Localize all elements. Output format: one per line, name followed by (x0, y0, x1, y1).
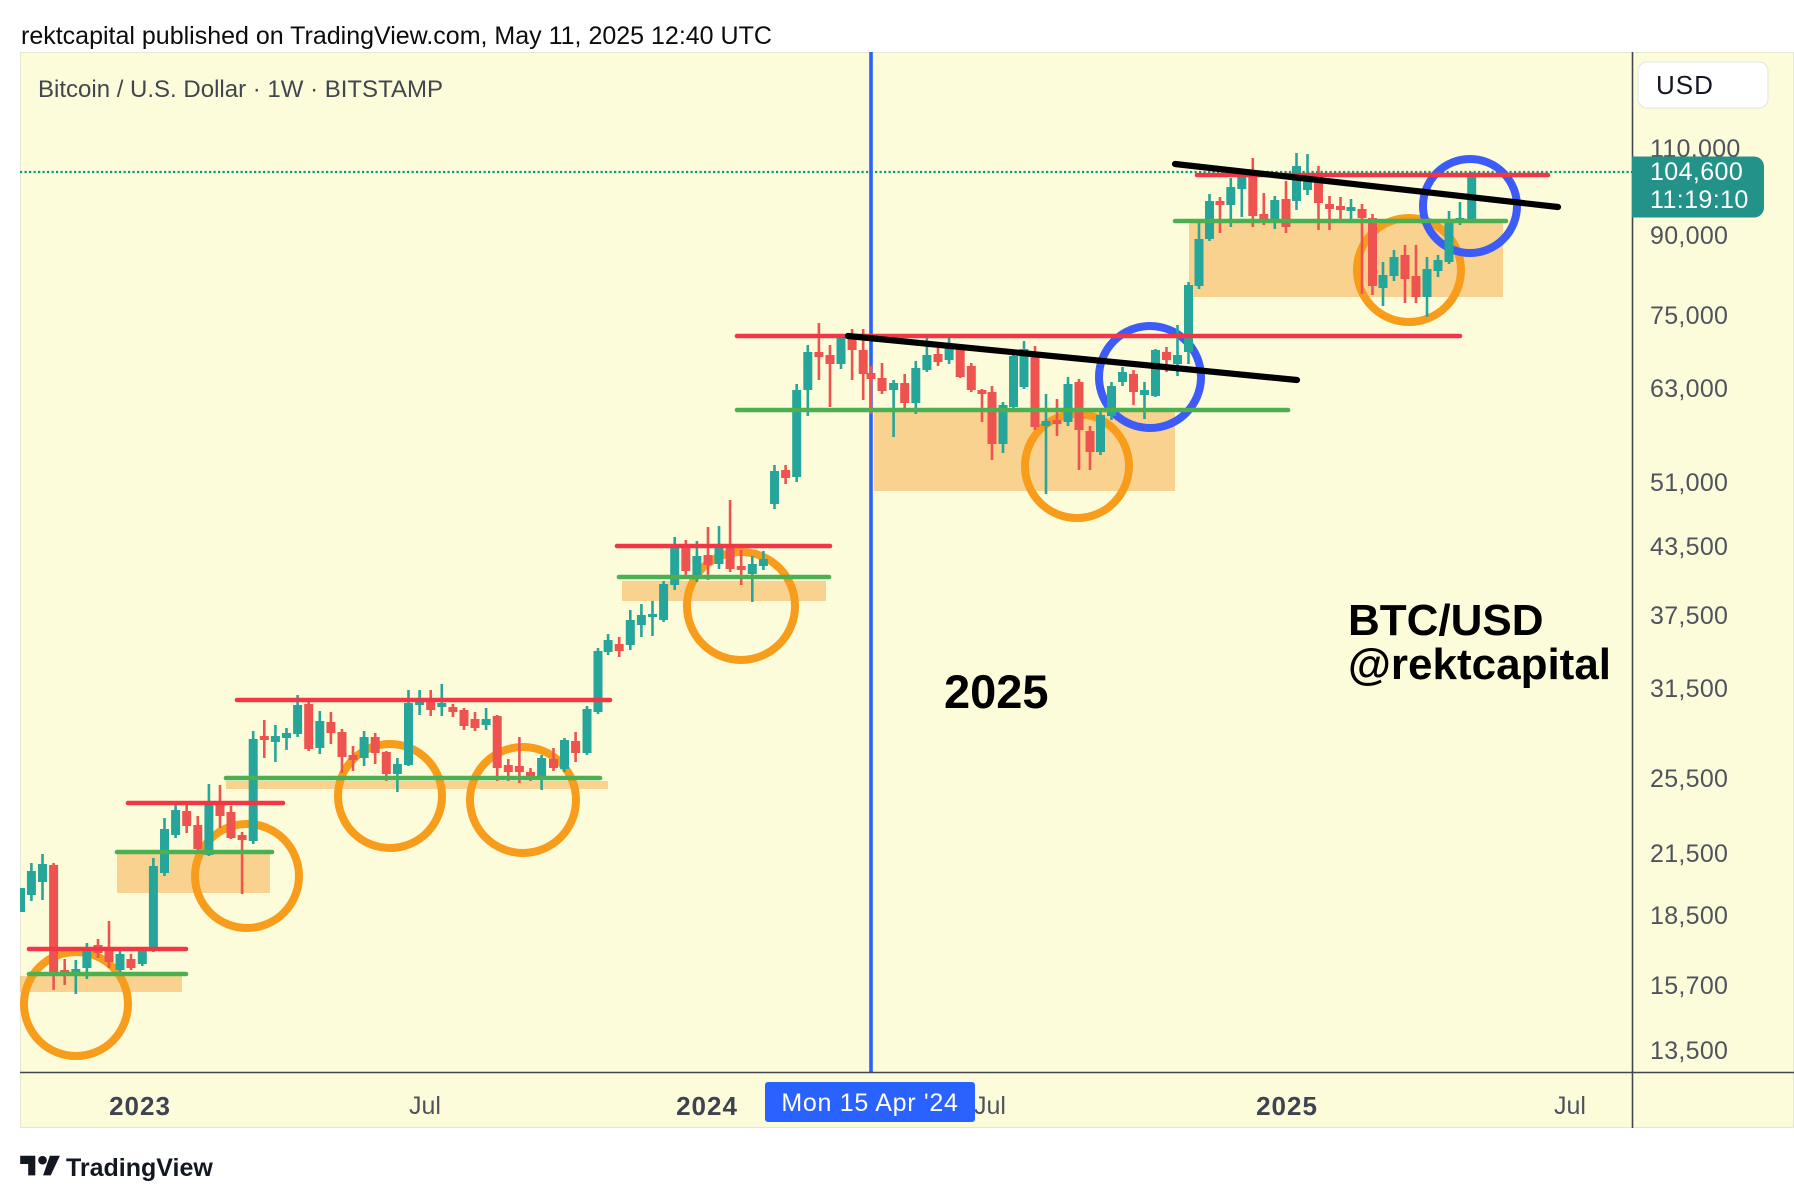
svg-text:21,500: 21,500 (1650, 840, 1728, 868)
svg-text:Jul: Jul (1554, 1092, 1586, 1120)
svg-text:USD: USD (1656, 70, 1714, 100)
svg-text:BTC/USD: BTC/USD (1348, 596, 1544, 645)
svg-text:2024: 2024 (676, 1091, 738, 1121)
svg-text:51,000: 51,000 (1650, 469, 1728, 497)
svg-text:104,600: 104,600 (1650, 158, 1743, 186)
svg-text:25,500: 25,500 (1650, 765, 1728, 793)
svg-text:Jul: Jul (974, 1092, 1006, 1120)
svg-text:Mon 15 Apr '24: Mon 15 Apr '24 (781, 1089, 958, 1117)
svg-text:37,500: 37,500 (1650, 602, 1728, 630)
svg-text:2025: 2025 (944, 665, 1049, 718)
svg-text:75,000: 75,000 (1650, 302, 1728, 330)
svg-text:Bitcoin / U.S. Dollar · 1W · B: Bitcoin / U.S. Dollar · 1W · BITSTAMP (38, 76, 443, 103)
svg-text:15,700: 15,700 (1650, 972, 1728, 1000)
svg-text:11:19:10: 11:19:10 (1650, 186, 1749, 214)
svg-text:TradingView: TradingView (66, 1154, 213, 1182)
svg-text:Jul: Jul (409, 1092, 441, 1120)
svg-text:2025: 2025 (1256, 1091, 1318, 1121)
svg-text:31,500: 31,500 (1650, 675, 1728, 703)
svg-text:rektcapital published on Tradi: rektcapital published on TradingView.com… (21, 22, 772, 50)
svg-text:90,000: 90,000 (1650, 222, 1728, 250)
svg-text:@rektcapital: @rektcapital (1348, 640, 1611, 689)
svg-text:63,000: 63,000 (1650, 375, 1728, 403)
svg-text:18,500: 18,500 (1650, 902, 1728, 930)
svg-text:2023: 2023 (109, 1091, 171, 1121)
svg-text:13,500: 13,500 (1650, 1037, 1728, 1065)
svg-text:43,500: 43,500 (1650, 533, 1728, 561)
